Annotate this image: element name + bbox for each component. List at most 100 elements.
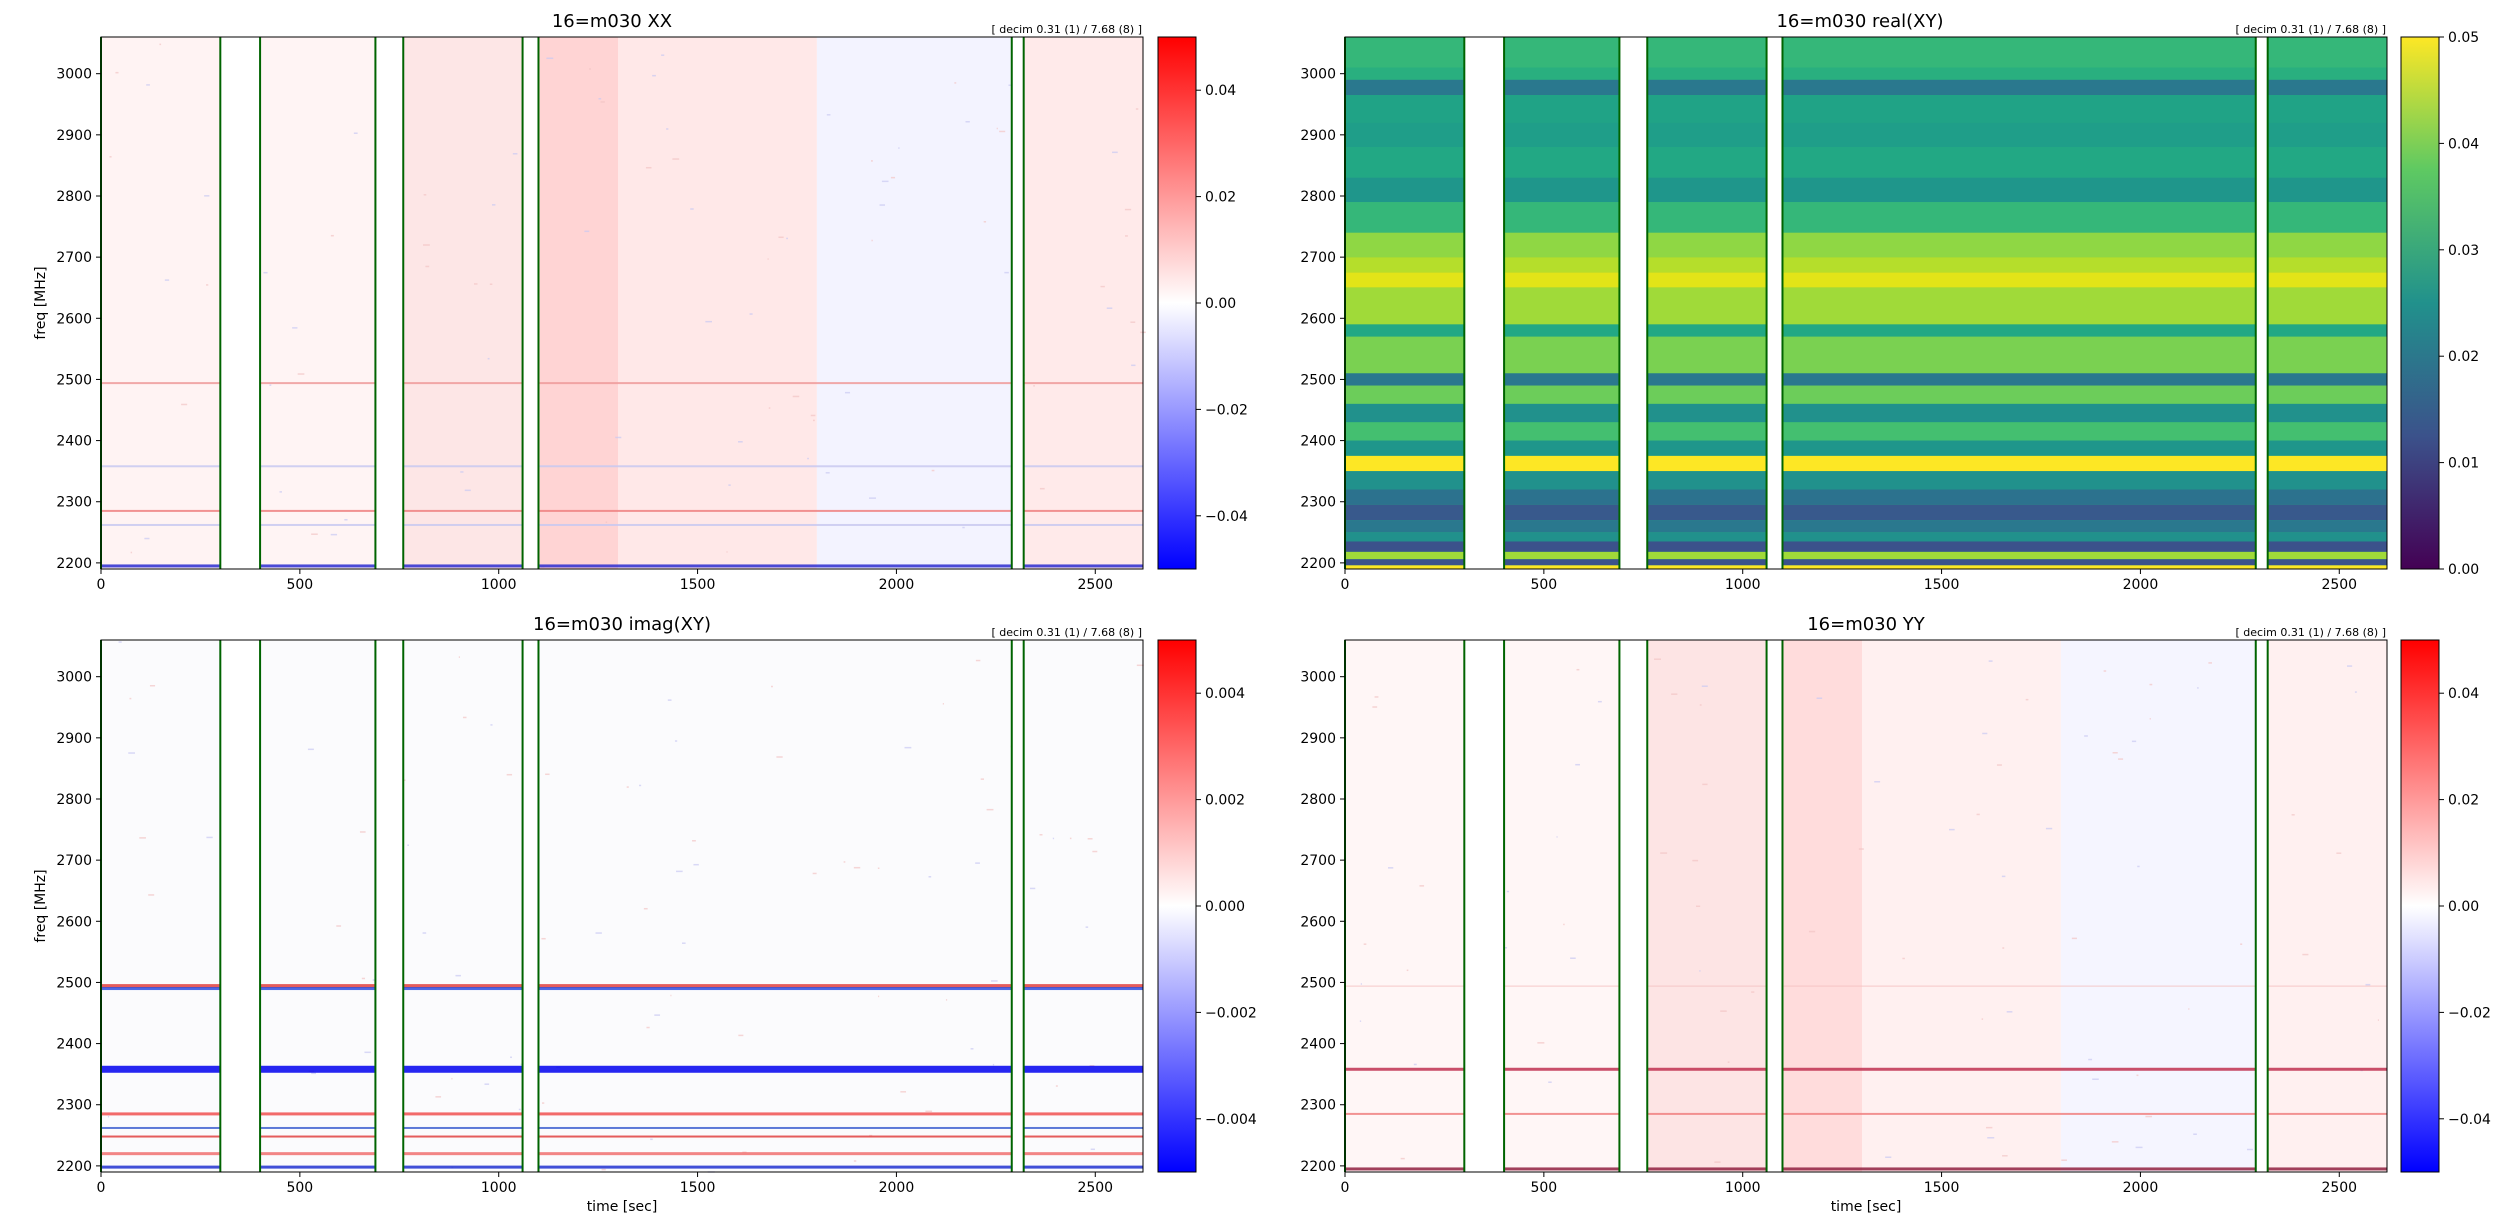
x-axis-ticks: 0 500 1000 1500 2000 2500 (97, 569, 1113, 593)
heatmap-image (1345, 37, 2387, 569)
colorbar-tick-label: −0.02 (1205, 402, 1248, 418)
colorbar-tick-label: 0.02 (2448, 349, 2479, 365)
colorbar-tick-label: 0.05 (2448, 30, 2479, 46)
heatmap-area (1344, 639, 2388, 1173)
data-gaps (1344, 640, 2269, 1172)
x-axis-label: time [sec] (1831, 1199, 1902, 1215)
plot-frame (100, 639, 1144, 1173)
panel-title: 16=m030 real(XY) (1776, 11, 1943, 32)
x-tick-label: 500 (286, 577, 313, 593)
decimation-note: [ decim 0.31 (1) / 7.68 (8) ] (992, 23, 1142, 36)
x-tick-label: 2500 (1077, 577, 1113, 593)
x-tick-label: 500 (1530, 1180, 1557, 1196)
colorbar-tick-label: 0.03 (2448, 243, 2479, 259)
panel-imag-xy: 16=m030 imag(XY) [ decim 0.31 (1) / 7.68… (33, 614, 1257, 1215)
y-tick-label: 2500 (1300, 372, 1336, 388)
data-gaps (1344, 37, 2269, 569)
colorbar-tick-label: 0.00 (1205, 296, 1236, 312)
x-tick-label: 1000 (481, 577, 517, 593)
colorbar-ticks: 0.04 0.02 0.00 −0.02 −0.04 (1196, 83, 1248, 525)
decimation-note: [ decim 0.31 (1) / 7.68 (8) ] (992, 626, 1142, 639)
colorbar-tick-label: 0.02 (1205, 190, 1236, 206)
colorbar-tick-label: 0.02 (2448, 793, 2479, 809)
colorbar-ticks: 0.04 0.02 0.00 −0.02 −0.04 (2439, 686, 2491, 1128)
y-tick-label: 2300 (1300, 1098, 1336, 1114)
y-tick-label: 2900 (1300, 128, 1336, 144)
y-axis-label: freq [MHz] (33, 869, 49, 942)
y-axis-ticks: 2200 2300 2400 2500 2600 2700 2800 2900 3000 (56, 670, 101, 1175)
heatmap-area (1344, 36, 2388, 570)
panel-xx: 16=m030 XX [ decim 0.31 (1) / 7.68 (8) ]… (33, 11, 1248, 593)
y-tick-label: 2800 (1300, 792, 1336, 808)
y-tick-label: 2600 (56, 914, 92, 930)
colorbar: 0.04 0.02 0.00 −0.02 −0.04 (1157, 36, 1248, 570)
x-tick-label: 2000 (879, 1180, 915, 1196)
colorbar-tick-label: −0.004 (1205, 1112, 1257, 1128)
panel-title: 16=m030 YY (1807, 614, 1926, 635)
y-tick-label: 2600 (1300, 914, 1336, 930)
y-axis-ticks: 2200 2300 2400 2500 2600 2700 2800 2900 3000 (1300, 67, 1345, 572)
y-tick-label: 2500 (56, 975, 92, 991)
y-tick-label: 2200 (1300, 1159, 1336, 1175)
y-tick-label: 3000 (56, 67, 92, 83)
y-tick-label: 2200 (56, 556, 92, 572)
panel-yy: 16=m030 YY [ decim 0.31 (1) / 7.68 (8) ]… (1300, 614, 2491, 1215)
x-tick-label: 1000 (1725, 1180, 1761, 1196)
y-tick-label: 2400 (56, 1037, 92, 1053)
plot-frame (1344, 639, 2388, 1173)
y-tick-label: 2700 (56, 853, 92, 869)
x-tick-label: 2000 (879, 577, 915, 593)
heatmap-area (100, 639, 1144, 1173)
x-tick-label: 0 (1341, 577, 1350, 593)
y-tick-label: 2600 (56, 311, 92, 327)
heatmap-image (101, 37, 1146, 569)
plot-frame (100, 36, 1144, 570)
colorbar-tick-label: −0.04 (1205, 509, 1248, 525)
y-axis-ticks: 2200 2300 2400 2500 2600 2700 2800 2900 3000 (1300, 670, 1345, 1175)
colorbar: 0.04 0.02 0.00 −0.02 −0.04 (2400, 639, 2491, 1173)
plot-frame (1344, 36, 2388, 570)
colorbar-tick-label: 0.01 (2448, 456, 2479, 472)
y-tick-label: 2300 (56, 1098, 92, 1114)
colorbar-tick-label: 0.00 (2448, 899, 2479, 915)
y-tick-label: 2500 (1300, 975, 1336, 991)
decimation-note: [ decim 0.31 (1) / 7.68 (8) ] (2236, 626, 2386, 639)
heatmap-image (101, 640, 1144, 1173)
y-tick-label: 3000 (1300, 67, 1336, 83)
colorbar-gradient (2400, 36, 2440, 570)
panel-title: 16=m030 XX (552, 11, 672, 32)
y-tick-label: 2700 (56, 250, 92, 266)
x-tick-label: 500 (286, 1180, 313, 1196)
x-tick-label: 500 (1530, 577, 1557, 593)
y-tick-label: 3000 (1300, 670, 1336, 686)
x-tick-label: 1000 (1725, 577, 1761, 593)
x-tick-label: 2500 (2321, 1180, 2357, 1196)
x-axis-ticks: 0 500 1000 1500 2000 2500 (1341, 569, 2357, 593)
y-tick-label: 2300 (1300, 495, 1336, 511)
colorbar-gradient (1157, 36, 1197, 570)
x-tick-label: 0 (97, 1180, 106, 1196)
y-tick-label: 2400 (1300, 434, 1336, 450)
x-tick-label: 1500 (1924, 1180, 1960, 1196)
data-gaps (100, 37, 1025, 569)
x-axis-ticks: 0 500 1000 1500 2000 2500 (97, 1172, 1113, 1196)
colorbar-tick-label: −0.04 (2448, 1112, 2491, 1128)
y-tick-label: 2400 (1300, 1037, 1336, 1053)
panel-title: 16=m030 imag(XY) (533, 614, 711, 635)
colorbar-gradient (2400, 639, 2440, 1173)
y-tick-label: 2700 (1300, 853, 1336, 869)
panel-real-xy: 16=m030 real(XY) [ decim 0.31 (1) / 7.68… (1300, 11, 2479, 593)
colorbar-gradient (1157, 639, 1197, 1173)
y-tick-label: 2400 (56, 434, 92, 450)
y-tick-label: 2700 (1300, 250, 1336, 266)
colorbar-tick-label: 0.04 (2448, 136, 2479, 152)
x-tick-label: 1500 (1924, 577, 1960, 593)
colorbar-tick-label: 0.004 (1205, 686, 1245, 702)
colorbar-tick-label: 0.000 (1205, 899, 1245, 915)
colorbar-tick-label: 0.002 (1205, 793, 1245, 809)
y-tick-label: 2800 (1300, 189, 1336, 205)
y-tick-label: 2300 (56, 495, 92, 511)
colorbar-tick-label: 0.00 (2448, 562, 2479, 578)
x-axis-ticks: 0 500 1000 1500 2000 2500 (1341, 1172, 2357, 1196)
